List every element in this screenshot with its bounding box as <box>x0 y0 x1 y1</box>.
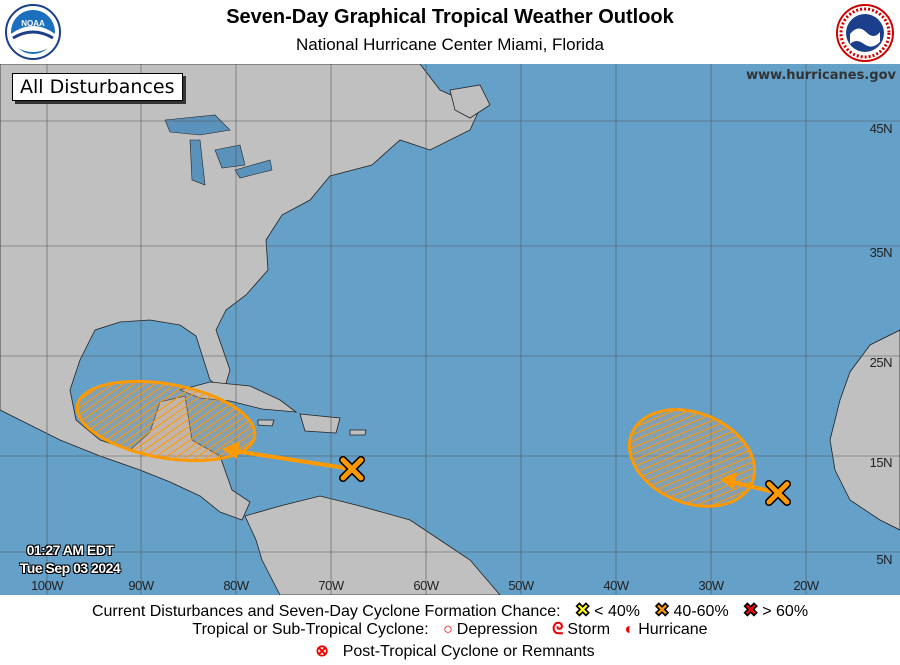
lat-label: 45N <box>869 121 893 136</box>
newfoundland <box>449 84 491 119</box>
formation-area[interactable] <box>71 369 261 473</box>
lat-label: 5N <box>876 552 892 567</box>
map[interactable] <box>0 64 900 595</box>
legend-post-tropical-row: ⊗ Post-Tropical Cyclone or Remnants <box>0 641 900 661</box>
disturbance-1[interactable] <box>71 369 365 482</box>
lon-label: 40W <box>603 578 629 593</box>
x-icon-low: ✖ <box>575 600 591 621</box>
legend-formation-row: Current Disturbances and Seven-Day Cyclo… <box>0 600 900 621</box>
low-label: < 40% <box>594 603 640 620</box>
nws-logo <box>836 4 894 62</box>
lon-label: 60W <box>413 578 439 593</box>
africa <box>829 329 900 531</box>
hurricane-label: Hurricane <box>638 621 708 638</box>
storm-icon: ᘓ <box>552 621 564 638</box>
noaa-logo: NOAA <box>5 4 61 60</box>
svg-text:NOAA: NOAA <box>21 19 45 28</box>
arrow-head-icon <box>222 441 240 459</box>
arrow-head-icon <box>720 472 737 490</box>
lon-label: 80W <box>223 578 249 593</box>
timestamp-date: Tue Sep 03 2024 <box>19 560 121 576</box>
x-icon-high: ✖ <box>743 600 759 621</box>
lon-label: 30W <box>698 578 724 593</box>
storm-label: Storm <box>567 621 611 638</box>
lat-label: 35N <box>869 245 893 260</box>
lon-label: 90W <box>128 578 154 593</box>
lon-label: 100W <box>31 578 63 593</box>
hispaniola <box>299 413 341 434</box>
post-tropical-icon: ⊗ <box>315 643 329 660</box>
header: NOAA Seven-Day Graphical Tropical Weathe… <box>0 0 900 64</box>
jamaica <box>257 419 275 427</box>
lon-label: 50W <box>508 578 534 593</box>
medium-label: 40-60% <box>673 603 729 620</box>
page-subtitle: National Hurricane Center Miami, Florida <box>295 35 604 54</box>
depression-icon: ○ <box>443 621 453 638</box>
lon-label: 20W <box>793 578 819 593</box>
legend-cyclone-row: Tropical or Sub-Tropical Cyclone: ○ Depre… <box>0 621 900 639</box>
website-link[interactable]: www.hurricanes.gov <box>746 68 896 83</box>
track-arrow <box>234 449 353 471</box>
page-title: Seven-Day Graphical Tropical Weather Out… <box>226 6 674 28</box>
south-america <box>244 495 501 595</box>
disturbance-2[interactable] <box>615 392 791 524</box>
lat-label: 15N <box>869 455 893 470</box>
x-icon-medium: ✖ <box>654 600 670 621</box>
post-tropical-label: Post-Tropical Cyclone or Remnants <box>342 643 595 660</box>
cyclone-label: Tropical or Sub-Tropical Cyclone: <box>192 621 429 638</box>
hurricane-icon: ◐ <box>624 621 635 638</box>
high-label: > 60% <box>762 603 809 620</box>
land <box>0 64 900 595</box>
north-central-america <box>0 64 481 521</box>
formation-area[interactable] <box>615 392 769 524</box>
filter-label[interactable]: All Disturbances <box>12 73 183 101</box>
timestamp-time: 01:27 AM EDT <box>26 542 114 558</box>
depression-label: Depression <box>456 621 538 638</box>
map-canvas[interactable] <box>0 64 900 595</box>
track-arrow <box>731 480 779 495</box>
great-lakes <box>164 114 273 186</box>
puerto-rico <box>349 429 367 436</box>
lat-label: 25N <box>869 355 893 370</box>
grid-lines <box>0 64 900 595</box>
formation-label: Current Disturbances and Seven-Day Cyclo… <box>91 603 561 620</box>
lon-label: 70W <box>318 578 344 593</box>
